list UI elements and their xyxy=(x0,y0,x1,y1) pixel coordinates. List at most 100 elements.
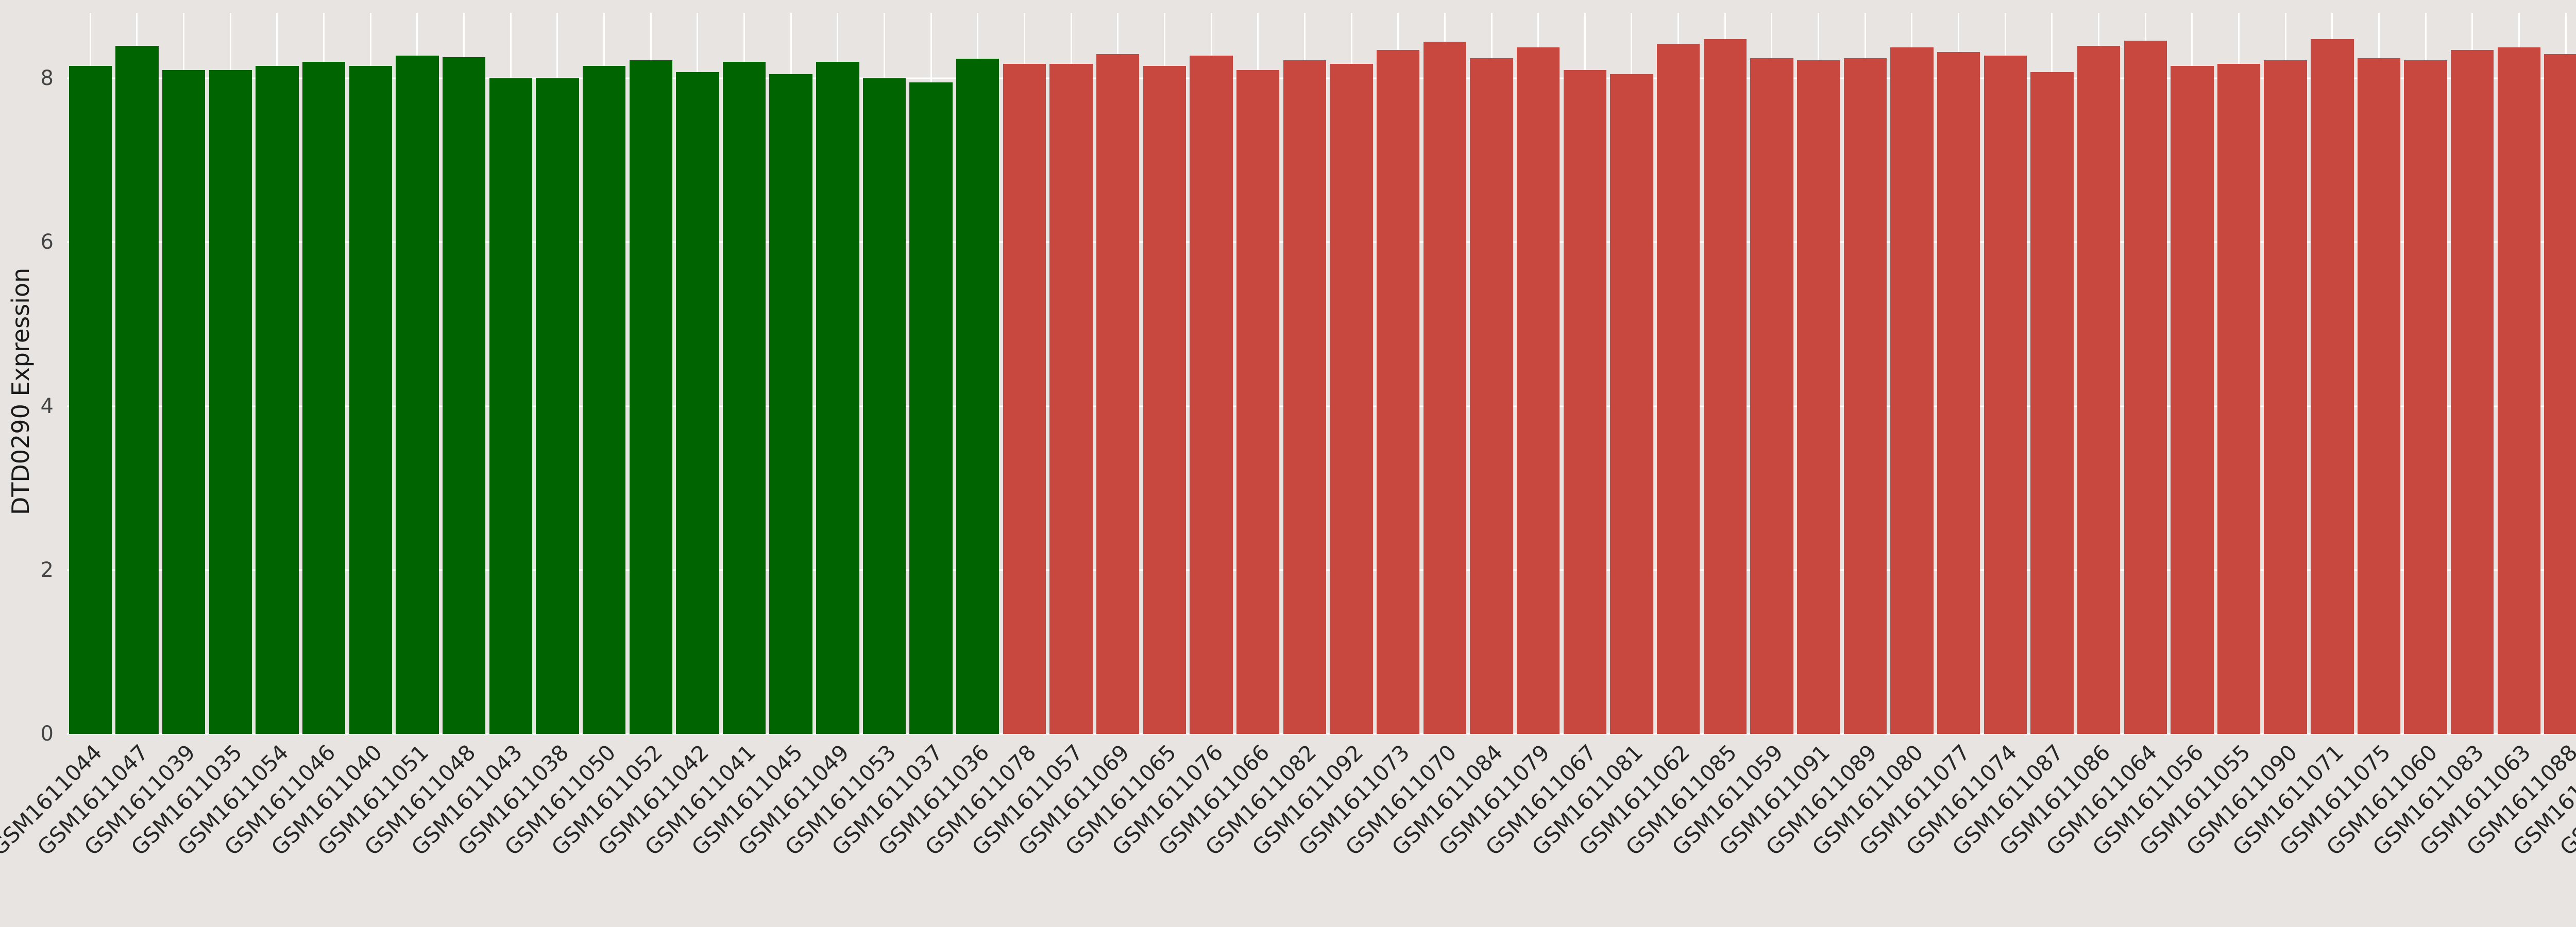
bar-slot xyxy=(908,13,955,734)
bar xyxy=(302,62,346,734)
bar-slot xyxy=(954,13,1001,734)
bar xyxy=(1143,66,1187,734)
bar-slot xyxy=(674,13,721,734)
bar-slot xyxy=(2215,13,2262,734)
bar-slot xyxy=(1562,13,1608,734)
bar xyxy=(69,66,112,734)
bar-slot xyxy=(861,13,908,734)
bar xyxy=(909,82,953,734)
bar-slot xyxy=(1001,13,1048,734)
bar-slot xyxy=(1375,13,1421,734)
bar xyxy=(1610,74,1653,734)
bar xyxy=(2544,54,2576,734)
y-tick-label: 8 xyxy=(40,66,54,91)
bar xyxy=(2264,60,2307,734)
bar xyxy=(1984,55,2027,734)
bar xyxy=(2077,45,2121,734)
bar-slot xyxy=(768,13,815,734)
bar xyxy=(1890,47,1934,734)
bar-slot xyxy=(207,13,254,734)
bar xyxy=(1797,60,1840,734)
bar-slot xyxy=(2449,13,2496,734)
bar xyxy=(1190,55,1233,734)
bar-slot xyxy=(2122,13,2169,734)
bar-slot xyxy=(2029,13,2076,734)
gridline-h xyxy=(67,733,2576,735)
bar-slot xyxy=(487,13,534,734)
bar-slot xyxy=(2169,13,2216,734)
bar-slot xyxy=(2543,13,2576,734)
bar xyxy=(209,70,252,734)
bar xyxy=(1470,58,1513,734)
bar-slot xyxy=(254,13,301,734)
plot-area xyxy=(67,13,2576,735)
bar xyxy=(956,59,999,734)
bar xyxy=(2124,41,2167,734)
bar-slot xyxy=(2496,13,2543,734)
bar xyxy=(2497,47,2541,734)
bar-slot xyxy=(440,13,487,734)
bar-slot xyxy=(815,13,861,734)
bar xyxy=(115,45,159,734)
bar-slot xyxy=(300,13,347,734)
bar xyxy=(1330,63,1373,734)
bar xyxy=(1563,70,1607,734)
bar xyxy=(256,66,299,734)
bar xyxy=(1049,63,1093,734)
bars-container xyxy=(67,13,2576,734)
bar-slot xyxy=(1889,13,1936,734)
bar xyxy=(1750,58,1793,734)
bar xyxy=(1096,54,1140,734)
bar xyxy=(2030,72,2074,734)
bar-slot xyxy=(2075,13,2122,734)
y-tick-label: 4 xyxy=(40,394,54,418)
bar-slot xyxy=(1094,13,1141,734)
bar xyxy=(2404,60,2447,734)
bar xyxy=(769,74,812,734)
bar xyxy=(1423,41,1467,734)
bar xyxy=(1003,63,1046,734)
bar-slot xyxy=(1515,13,1562,734)
x-axis-labels: GSM1611044 GSM1611047 GSM1611039 GSM1611035… xyxy=(0,734,2576,927)
bar-slot xyxy=(67,13,114,734)
bar-slot xyxy=(2262,13,2309,734)
bar xyxy=(1377,49,1420,734)
bar-slot xyxy=(581,13,628,734)
bar xyxy=(1937,52,1980,734)
bar-slot xyxy=(1281,13,1328,734)
bar-slot xyxy=(347,13,394,734)
bar xyxy=(1656,44,1700,734)
bar-slot xyxy=(1328,13,1375,734)
bar-slot xyxy=(1468,13,1515,734)
bar xyxy=(396,55,439,734)
bar-slot xyxy=(534,13,581,734)
bar xyxy=(1283,60,1327,734)
bar-slot xyxy=(1982,13,2029,734)
bar-slot xyxy=(1048,13,1095,734)
bar xyxy=(162,70,206,734)
bar xyxy=(1703,39,1747,734)
bar-slot xyxy=(1234,13,1281,734)
bar xyxy=(489,78,532,734)
bar-slot xyxy=(1141,13,1188,734)
bar xyxy=(816,62,859,734)
bar xyxy=(722,62,766,734)
bar xyxy=(862,78,906,734)
bar xyxy=(2171,66,2214,734)
bar xyxy=(349,66,392,734)
bar-slot xyxy=(721,13,768,734)
bar xyxy=(2311,39,2354,734)
bar-slot xyxy=(1935,13,1982,734)
bar-slot xyxy=(114,13,161,734)
bar-slot xyxy=(1188,13,1235,734)
bar-slot xyxy=(2309,13,2356,734)
bar-slot xyxy=(394,13,441,734)
bar xyxy=(1516,47,1560,734)
bar-slot xyxy=(1795,13,1842,734)
bar-slot xyxy=(1421,13,1468,734)
bar xyxy=(629,60,672,734)
bar xyxy=(1236,70,1280,734)
y-tick-label: 2 xyxy=(40,558,54,582)
bar-slot xyxy=(1749,13,1795,734)
bar xyxy=(2357,58,2401,734)
